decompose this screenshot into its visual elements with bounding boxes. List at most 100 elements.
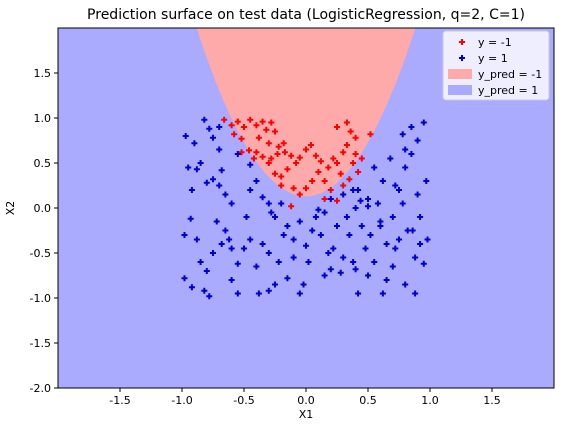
point-y-neg1: [367, 131, 374, 138]
point-y-1: [414, 191, 421, 198]
point-y-1: [327, 196, 334, 202]
point-y-1: [340, 191, 347, 198]
point-y-1: [379, 178, 386, 184]
point-y-1: [296, 290, 303, 297]
x-tick-label: 0.0: [297, 394, 315, 407]
y-tick-label: 0.0: [34, 202, 52, 215]
point-y-1: [340, 254, 347, 261]
point-y-1: [402, 281, 409, 288]
point-y-1: [312, 214, 319, 220]
point-y-1: [350, 259, 357, 265]
point-y-1: [379, 290, 386, 297]
point-y-1: [367, 232, 374, 238]
point-y-1: [253, 178, 260, 184]
point-y-1: [278, 200, 285, 207]
point-y-1: [234, 290, 241, 297]
point-y-neg1: [278, 182, 285, 189]
point-y-1: [408, 124, 415, 130]
point-y-neg1: [303, 146, 309, 153]
point-y-1: [321, 209, 328, 216]
point-y-1: [362, 245, 369, 252]
point-y-neg1: [330, 155, 337, 162]
point-y-1: [383, 277, 390, 283]
point-y-1: [197, 259, 204, 265]
point-y-neg1: [255, 134, 262, 141]
chart-title: Prediction surface on test data (Logisti…: [87, 7, 525, 23]
point-y-1: [420, 260, 427, 267]
point-y-1: [305, 259, 312, 265]
point-y-1: [182, 133, 189, 139]
point-y-1: [226, 236, 233, 243]
point-y-neg1: [234, 118, 241, 125]
point-y-1: [399, 200, 406, 207]
point-y-1: [321, 272, 328, 279]
legend-label: y_pred = 1: [478, 84, 538, 97]
point-y-1: [396, 236, 402, 243]
point-y-1: [317, 232, 324, 238]
point-y-1: [424, 236, 431, 243]
point-y-1: [365, 203, 371, 210]
point-y-neg1: [284, 166, 291, 173]
point-y-1: [272, 281, 278, 288]
point-y-neg1: [347, 128, 354, 135]
point-y-1: [357, 197, 364, 204]
point-y-neg1: [321, 178, 328, 184]
y-tick-label: 1.5: [34, 67, 52, 80]
point-y-1: [210, 250, 216, 256]
y-tick-label: 0.5: [34, 157, 52, 170]
point-y-1: [272, 214, 278, 220]
point-y-1: [188, 187, 195, 193]
x-tick-label: -0.5: [233, 394, 254, 407]
point-y-1: [255, 290, 262, 297]
point-y-neg1: [272, 170, 278, 177]
point-y-neg1: [343, 119, 350, 126]
point-y-1: [365, 196, 371, 202]
point-y-1: [265, 250, 272, 256]
point-y-1: [383, 241, 390, 247]
point-y-neg1: [253, 149, 260, 156]
point-y-1: [358, 223, 365, 229]
point-y-1: [352, 266, 359, 273]
point-y-1: [268, 209, 275, 216]
point-y-1: [300, 281, 307, 288]
point-y-1: [218, 167, 225, 174]
point-y-1: [234, 260, 241, 267]
point-y-1: [228, 200, 235, 207]
x-tick-label: -1.0: [171, 394, 192, 407]
point-y-neg1: [281, 149, 288, 156]
point-y-1: [371, 164, 378, 171]
point-y-1: [327, 266, 334, 273]
point-y-1: [210, 176, 216, 183]
point-y-neg1: [241, 124, 247, 130]
x-tick-label: -1.5: [109, 394, 130, 407]
point-y-neg1: [280, 140, 287, 147]
point-y-neg1: [355, 169, 362, 175]
point-y-neg1: [293, 160, 300, 166]
point-y-1: [330, 245, 337, 252]
point-y-neg1: [278, 173, 285, 180]
point-y-neg1: [343, 142, 350, 148]
x-tick-label: 1.0: [421, 394, 439, 407]
point-y-neg1: [317, 158, 324, 165]
point-y-1: [222, 227, 229, 234]
point-y-neg1: [247, 116, 254, 123]
point-y-1: [193, 166, 200, 173]
point-y-neg1: [352, 134, 359, 141]
point-y-neg1: [238, 135, 245, 142]
point-y-neg1: [350, 160, 357, 166]
y-axis-label: X2: [4, 201, 17, 216]
point-y-1: [185, 164, 192, 171]
point-y-1: [197, 160, 204, 166]
point-y-1: [350, 187, 357, 193]
point-y-1: [203, 179, 210, 186]
point-y-1: [218, 241, 225, 247]
point-y-1: [181, 232, 188, 238]
point-y-1: [417, 214, 424, 220]
point-y-1: [275, 259, 282, 265]
point-y-neg1: [231, 131, 238, 138]
point-y-1: [412, 254, 419, 261]
point-y-neg1: [337, 170, 344, 177]
point-y-neg1: [228, 122, 235, 129]
point-y-1: [181, 275, 188, 282]
point-y-neg1: [253, 122, 260, 129]
